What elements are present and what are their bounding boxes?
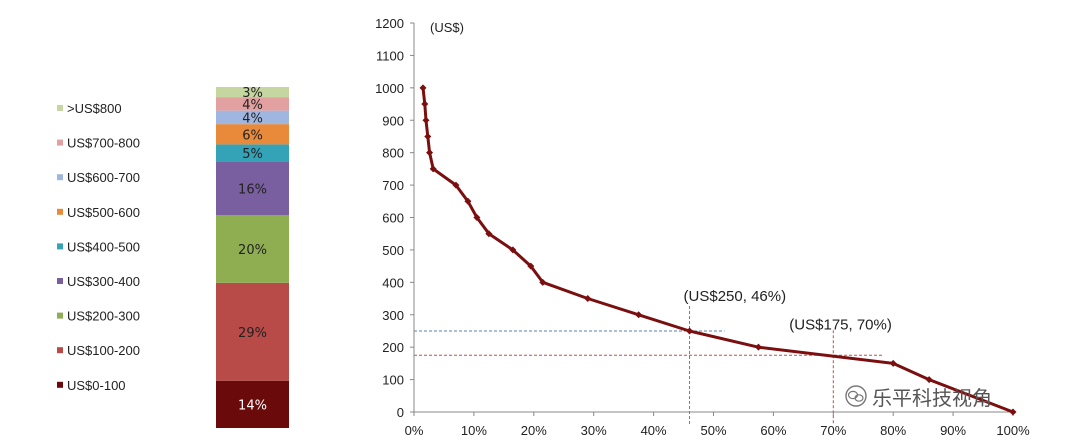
legend-swatch-0 bbox=[57, 105, 63, 111]
legend-entry-4: US$400-500 bbox=[67, 239, 140, 254]
bar-segment-1 bbox=[216, 282, 289, 381]
bar-segment-8 bbox=[216, 87, 289, 98]
bar-segment-2 bbox=[216, 215, 289, 283]
bar-segment-label-6: 4% bbox=[242, 111, 263, 126]
watermark: 乐平科技视角 bbox=[845, 385, 992, 410]
legend-swatch-3 bbox=[57, 208, 63, 215]
x-tick-label-8: 80% bbox=[880, 423, 906, 438]
legend-swatch-2 bbox=[57, 174, 63, 181]
data-point-10 bbox=[509, 246, 517, 254]
legend-entry-2: US$600-700 bbox=[67, 170, 140, 185]
x-tick-label-7: 70% bbox=[820, 423, 846, 438]
data-point-17 bbox=[889, 359, 897, 367]
x-tick-label-4: 40% bbox=[641, 423, 667, 438]
legend-swatch-4 bbox=[57, 243, 63, 250]
x-tick-label-2: 20% bbox=[521, 423, 547, 438]
data-point-15 bbox=[686, 327, 694, 335]
bar-segment-5 bbox=[216, 124, 289, 145]
data-point-19 bbox=[1009, 408, 1017, 416]
bar-segment-4 bbox=[216, 144, 289, 162]
bar-segment-label-5: 6% bbox=[242, 128, 263, 143]
legend-swatch-8 bbox=[57, 381, 63, 388]
x-tick-label-0: 0% bbox=[405, 423, 424, 438]
annotation-1: (US$175, 70%) bbox=[789, 316, 892, 333]
x-tick-label-10: 100% bbox=[996, 423, 1030, 438]
y-tick-label-8: 800 bbox=[382, 146, 404, 161]
line-plot: 0 100 200 300 400 500 600 700 800 900 1000 1100 1200… bbox=[375, 16, 1030, 438]
data-point-7 bbox=[464, 197, 472, 205]
legend-swatch-7 bbox=[57, 347, 63, 354]
legend-entry-6: US$200-300 bbox=[67, 309, 140, 324]
legend-entry-0: >US$800 bbox=[67, 101, 122, 116]
wechat-logo-icon bbox=[845, 385, 867, 407]
data-point-2 bbox=[422, 116, 430, 124]
y-tick-label-1: 100 bbox=[382, 373, 404, 388]
legend-entry-5: US$300-400 bbox=[67, 274, 140, 289]
data-point-0 bbox=[419, 84, 427, 92]
y-tick-label-3: 300 bbox=[382, 308, 404, 323]
axes: 0 100 200 300 400 500 600 700 800 900 1000 1100 1200… bbox=[375, 16, 1030, 438]
y-tick-label-7: 700 bbox=[382, 178, 404, 193]
y-tick-label-6: 600 bbox=[382, 211, 404, 226]
annotation-0: (US$250, 46%) bbox=[684, 288, 787, 305]
bar-segment-0 bbox=[216, 380, 289, 428]
x-tick-label-6: 60% bbox=[760, 423, 786, 438]
y-tick-label-4: 400 bbox=[382, 275, 404, 290]
bar-segment-label-3: 16% bbox=[238, 182, 267, 197]
guide-lines bbox=[414, 305, 884, 424]
data-point-3 bbox=[424, 132, 432, 140]
x-tick-label-1: 10% bbox=[461, 423, 487, 438]
bar-segment-label-2: 20% bbox=[238, 243, 267, 258]
y-tick-label-9: 900 bbox=[382, 113, 404, 128]
data-point-18 bbox=[925, 376, 933, 384]
data-point-6 bbox=[452, 181, 460, 189]
data-point-8 bbox=[473, 214, 481, 221]
legend-swatch-1 bbox=[57, 139, 63, 146]
y-tick-label-10: 1000 bbox=[375, 81, 404, 96]
stacked-bar: 14%29%20%16%5%6%4%4%3% bbox=[216, 86, 289, 428]
data-point-4 bbox=[426, 149, 434, 157]
x-tick-label-3: 30% bbox=[581, 423, 607, 438]
legend-entry-8: US$0-100 bbox=[67, 378, 126, 393]
data-point-12 bbox=[539, 278, 547, 286]
bar-segment-6 bbox=[216, 110, 289, 125]
legend-entry-3: US$500-600 bbox=[67, 205, 140, 220]
y-tick-label-0: 0 bbox=[397, 405, 404, 420]
y-tick-label-12: 1200 bbox=[375, 16, 404, 31]
data-point-16 bbox=[754, 343, 762, 351]
data-point-13 bbox=[584, 295, 592, 303]
legend-entry-1: US$700-800 bbox=[67, 136, 140, 151]
data-point-5 bbox=[429, 165, 437, 173]
x-tick-label-9: 90% bbox=[940, 423, 966, 438]
bar-segment-3 bbox=[216, 161, 289, 216]
y-tick-label-2: 200 bbox=[382, 340, 404, 355]
watermark-text: 乐平科技视角 bbox=[872, 386, 992, 410]
bar-segment-7 bbox=[216, 97, 289, 111]
price-curve bbox=[419, 84, 1017, 416]
y-unit-label: (US$) bbox=[430, 20, 464, 35]
legend-swatch-6 bbox=[57, 312, 63, 319]
bar-segment-label-0: 14% bbox=[238, 398, 267, 413]
bar-segment-label-7: 4% bbox=[242, 98, 263, 113]
bar-segment-label-4: 5% bbox=[242, 147, 263, 162]
y-tick-label-5: 500 bbox=[382, 243, 404, 258]
bar-segment-label-1: 29% bbox=[238, 326, 267, 341]
legend-entry-7: US$100-200 bbox=[67, 343, 140, 358]
bar-segment-label-8: 3% bbox=[242, 86, 263, 101]
data-point-1 bbox=[421, 100, 429, 108]
data-point-9 bbox=[485, 230, 493, 238]
legend-swatch-5 bbox=[57, 278, 63, 284]
annotations: (US$250, 46%)(US$175, 70%) bbox=[684, 288, 892, 333]
data-point-14 bbox=[635, 311, 643, 319]
y-tick-label-11: 1100 bbox=[376, 48, 404, 63]
legend: >US$800 US$700-800 US$600-700 US$500-600 US$… bbox=[57, 101, 140, 393]
x-tick-label-5: 50% bbox=[700, 423, 726, 438]
data-point-11 bbox=[527, 262, 535, 270]
